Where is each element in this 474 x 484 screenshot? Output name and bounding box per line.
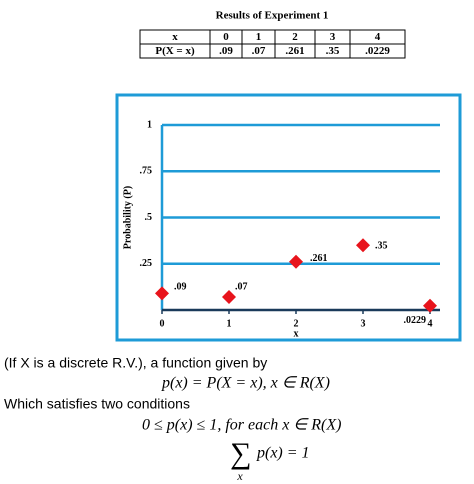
table: x 0 1 2 3 4 P(X = x) .09 .07 .261 .35 .0229: [139, 29, 406, 59]
formula: p(x) = P(X = x), x ∈ R(X): [161, 375, 330, 392]
sum-index: x: [236, 469, 243, 483]
formula: p(x) = 1: [256, 445, 310, 462]
x-tick-label: 2: [294, 318, 299, 329]
table-cell: [349, 43, 406, 59]
table-title: Results of Experiment 1: [216, 10, 329, 22]
chart: .25 .5 .75 1 0 1 2 3 4 x Probability (P) .09 .07 .261…: [122, 119, 440, 339]
x-axis-label: x: [294, 328, 299, 339]
point: [155, 286, 169, 301]
x-tick-label: 0: [160, 318, 165, 329]
cell-text: 0: [223, 31, 229, 43]
cell-text: .261: [285, 45, 304, 57]
cell-text: 2: [292, 31, 298, 43]
cell-text: 4: [375, 31, 381, 43]
text-line: (If X is a discrete R.V.), a function gi…: [4, 355, 267, 371]
cell-text: .07: [252, 45, 266, 57]
cell-text: .0229: [365, 45, 390, 57]
cell-text: 1: [256, 31, 262, 43]
cell-text: P(X = x): [155, 45, 195, 57]
point: [356, 238, 370, 253]
data-label: .261: [310, 253, 328, 264]
data-label: .09: [174, 282, 187, 293]
point: [423, 298, 437, 313]
point: [222, 290, 236, 305]
data-label: .0229: [404, 315, 427, 326]
chart-frame: [115, 93, 462, 342]
cell-text: .35: [326, 45, 340, 57]
data-label: .35: [375, 241, 388, 252]
cell-text: .09: [219, 45, 233, 57]
point: [289, 254, 303, 269]
y-tick-label: 1: [147, 119, 152, 130]
x-tick-label: 3: [361, 318, 366, 329]
y-tick-label: .75: [140, 166, 153, 177]
formula: 0 ≤ p(x) ≤ 1, for each x ∈ R(X): [142, 417, 341, 434]
cell-text: 3: [330, 31, 336, 43]
x-tick-label: 1: [227, 318, 232, 329]
cell-text: x: [172, 31, 178, 43]
data-label: .07: [235, 281, 248, 292]
x-tick-label: 4: [428, 318, 433, 329]
text-line: Which satisfies two conditions: [4, 396, 190, 412]
y-axis-label: Probability (P): [122, 186, 133, 249]
y-tick-label: .25: [140, 258, 153, 269]
y-tick-label: .5: [145, 212, 153, 223]
sum-symbol: ∑: [230, 437, 251, 470]
